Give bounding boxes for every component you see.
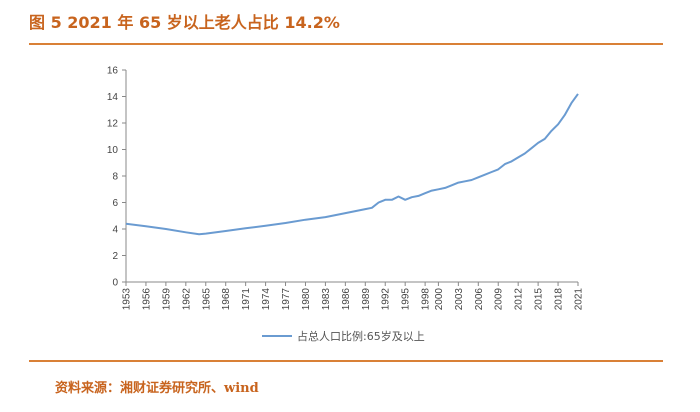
x-tick-label: 1986 <box>341 288 352 311</box>
x-tick-label: 1965 <box>201 288 212 311</box>
y-tick-label: 14 <box>107 92 119 103</box>
x-tick-label: 1980 <box>301 288 312 311</box>
legend: 占总人口比例:65岁及以上 <box>262 329 425 343</box>
x-tick-label: 1983 <box>321 288 332 311</box>
x-tick-label: 1956 <box>141 288 152 311</box>
y-tick-label: 8 <box>112 172 118 183</box>
x-tick-label: 1971 <box>241 288 252 311</box>
x-axis: 1953 1956 1959 1962 1965 1968 1971 1974 1977 1980… <box>122 281 585 311</box>
x-tick-label: 1968 <box>221 288 232 311</box>
x-tick-label: 2015 <box>534 288 545 311</box>
x-tick-label: 1989 <box>361 288 372 311</box>
y-tick-label: 4 <box>112 225 118 236</box>
top-divider <box>29 43 663 45</box>
x-tick-label: 1995 <box>401 288 412 311</box>
series-line-0 <box>125 93 579 236</box>
x-tick-label: 1959 <box>161 288 172 311</box>
x-tick-label: 2006 <box>474 288 485 311</box>
y-tick-label: 2 <box>112 251 118 262</box>
x-tick-label: 1953 <box>122 288 133 311</box>
x-tick-label: 2012 <box>514 288 525 311</box>
y-tick-label: 6 <box>112 198 118 209</box>
y-tick-label: 16 <box>107 66 119 77</box>
figure-title: 图 5 2021 年 65 岁以上老人占比 14.2% <box>29 13 340 32</box>
x-tick-label: 2000 <box>434 288 445 311</box>
x-tick-label: 2021 <box>574 288 585 311</box>
x-tick-label: 1998 <box>421 288 432 311</box>
x-tick-label: 1977 <box>281 288 292 311</box>
source-note: 资料来源：湘财证券研究所、wind <box>55 381 259 396</box>
y-tick-label: 12 <box>107 119 119 130</box>
y-tick-label: 0 <box>112 278 118 289</box>
y-tick-label: 10 <box>107 145 119 156</box>
bottom-divider <box>29 360 663 362</box>
series-layer <box>125 93 579 236</box>
x-tick-label: 2009 <box>494 288 505 311</box>
x-tick-label: 1962 <box>181 288 192 311</box>
x-tick-label: 1974 <box>261 288 272 311</box>
y-axis: 0 2 4 6 8 10 12 14 16 <box>107 66 127 289</box>
x-tick-label: 1992 <box>381 288 392 311</box>
x-tick-label: 2003 <box>454 288 465 311</box>
legend-label: 占总人口比例:65岁及以上 <box>297 329 425 343</box>
x-tick-label: 2018 <box>554 288 565 311</box>
